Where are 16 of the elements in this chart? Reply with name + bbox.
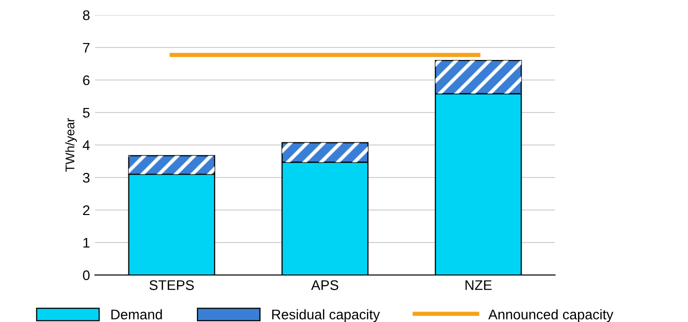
y-axis-title: TWh/year (65, 118, 77, 172)
x-tick-label: STEPS (150, 280, 194, 290)
y-tick-label: 1 (83, 238, 90, 248)
y-tick-label: 8 (83, 10, 90, 20)
legend-label: Announced capacity (488, 309, 614, 322)
y-tick-label: 2 (83, 205, 90, 216)
y-tick-label: 6 (83, 75, 90, 86)
y-tick-label: 4 (82, 140, 90, 150)
x-tick-label: APS (311, 280, 338, 290)
y-tick-label: 0 (82, 270, 90, 280)
legend-label: Residual capacity (272, 309, 380, 322)
y-tick-label: 7 (83, 42, 90, 53)
y-tick-label: 5 (82, 108, 90, 118)
legend-label: Demand (111, 309, 162, 320)
x-tick-label: NZE (466, 280, 492, 290)
y-tick-label: 3 (82, 172, 90, 183)
